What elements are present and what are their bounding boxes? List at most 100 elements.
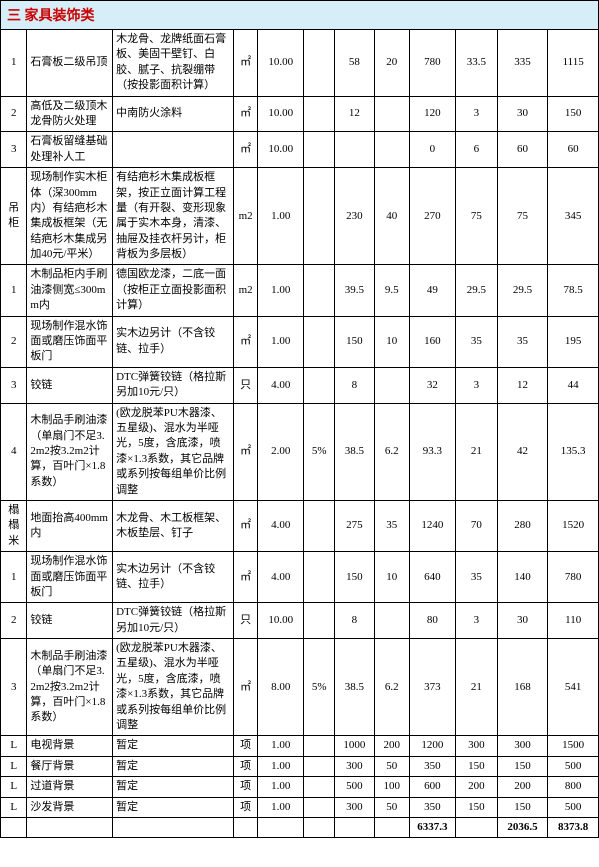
table-cell: ㎡ bbox=[234, 96, 258, 132]
totals-row: 6337.32036.58373.8 bbox=[1, 817, 599, 837]
table-cell: 暂定 bbox=[113, 797, 234, 817]
table-cell: 270 bbox=[409, 168, 455, 265]
table-cell: 1.00 bbox=[258, 265, 304, 316]
totals-cell bbox=[258, 817, 304, 837]
table-cell: 4 bbox=[1, 403, 27, 500]
table-cell: 60 bbox=[497, 132, 548, 168]
table-row: 2高低及二级顶木龙骨防火处理中南防火涂料㎡10.0012120330150 bbox=[1, 96, 599, 132]
table-cell: 39.5 bbox=[335, 265, 375, 316]
table-row: 2铰链DTC弹簧铰链（格拉斯另加10元/只）只10.00880330110 bbox=[1, 603, 599, 639]
table-cell: 1520 bbox=[548, 500, 599, 551]
table-cell: L bbox=[1, 736, 27, 756]
table-row: 2现场制作混水饰面或磨压饰面平板门实木边另计（不含铰链、拉手）㎡1.001501… bbox=[1, 316, 599, 367]
totals-cell bbox=[1, 817, 27, 837]
totals-cell bbox=[456, 817, 498, 837]
table-cell: 93.3 bbox=[409, 403, 455, 500]
table-cell: 1 bbox=[1, 30, 27, 97]
table-cell: ㎡ bbox=[234, 316, 258, 367]
table-cell: 1200 bbox=[409, 736, 455, 756]
table-cell: 49 bbox=[409, 265, 455, 316]
table-cell: 150 bbox=[456, 756, 498, 776]
table-cell: 10.00 bbox=[258, 603, 304, 639]
table-cell: 20 bbox=[374, 30, 409, 97]
table-cell: 暂定 bbox=[113, 736, 234, 756]
table-cell: 铰链 bbox=[27, 367, 113, 403]
table-cell: 榻榻米 bbox=[1, 500, 27, 551]
table-row: L沙发背景暂定项1.0030050350150150500 bbox=[1, 797, 599, 817]
table-cell: 1500 bbox=[548, 736, 599, 756]
table-cell: 10.00 bbox=[258, 96, 304, 132]
totals-cell: 6337.3 bbox=[409, 817, 455, 837]
table-cell: 75 bbox=[497, 168, 548, 265]
table-cell bbox=[374, 96, 409, 132]
table-cell: 1.00 bbox=[258, 316, 304, 367]
table-row: 4木制品手刷油漆（单扇门不足3.2m2按3.2m2计算，百叶门×1.8系数）(欧… bbox=[1, 403, 599, 500]
table-cell bbox=[304, 552, 335, 603]
table-cell: 吊柜 bbox=[1, 168, 27, 265]
table-cell: 4.00 bbox=[258, 500, 304, 551]
table-cell: 38.5 bbox=[335, 639, 375, 736]
table-cell: ㎡ bbox=[234, 403, 258, 500]
table-cell: 21 bbox=[456, 403, 498, 500]
table-cell bbox=[304, 756, 335, 776]
table-cell bbox=[304, 367, 335, 403]
table-cell: 1.00 bbox=[258, 756, 304, 776]
table-cell: 38.5 bbox=[335, 403, 375, 500]
table-cell: 350 bbox=[409, 756, 455, 776]
totals-cell bbox=[335, 817, 375, 837]
table-cell: 60 bbox=[548, 132, 599, 168]
table-cell: 1.00 bbox=[258, 797, 304, 817]
table-cell: 木龙骨、木工板框架、木板垫层、钉子 bbox=[113, 500, 234, 551]
table-cell: 80 bbox=[409, 603, 455, 639]
table-cell: 1 bbox=[1, 552, 27, 603]
table-cell: 300 bbox=[335, 756, 375, 776]
table-cell bbox=[335, 132, 375, 168]
table-cell: 餐厅背景 bbox=[27, 756, 113, 776]
table-cell: 500 bbox=[335, 777, 375, 797]
table-cell: (欧龙脱苯PU木器漆、五星级)、混水为半哑光，5度，含底漆，喷漆×1.3系数，其… bbox=[113, 403, 234, 500]
table-cell: 150 bbox=[497, 797, 548, 817]
table-cell: 10 bbox=[374, 552, 409, 603]
table-cell: 350 bbox=[409, 797, 455, 817]
table-cell: 实木边另计（不含铰链、拉手） bbox=[113, 552, 234, 603]
table-cell: 3 bbox=[456, 367, 498, 403]
table-cell: 280 bbox=[497, 500, 548, 551]
table-cell: 现场制作混水饰面或磨压饰面平板门 bbox=[27, 552, 113, 603]
table-cell: 50 bbox=[374, 797, 409, 817]
table-cell: 10.00 bbox=[258, 30, 304, 97]
table-cell: 120 bbox=[409, 96, 455, 132]
furniture-table: 1石膏板二级吊顶木龙骨、龙牌纸面石膏板、美固干壁钉、白胶、腻子、抗裂绷带（按投影… bbox=[0, 29, 599, 838]
table-cell: 335 bbox=[497, 30, 548, 97]
table-cell: 项 bbox=[234, 756, 258, 776]
table-cell bbox=[304, 797, 335, 817]
table-cell: 1.00 bbox=[258, 168, 304, 265]
table-cell: 1240 bbox=[409, 500, 455, 551]
table-cell: 现场制作混水饰面或磨压饰面平板门 bbox=[27, 316, 113, 367]
table-cell: 1.00 bbox=[258, 777, 304, 797]
table-cell: 8 bbox=[335, 603, 375, 639]
table-cell: 70 bbox=[456, 500, 498, 551]
table-cell: 2 bbox=[1, 316, 27, 367]
table-cell: 3 bbox=[1, 639, 27, 736]
table-cell: 35 bbox=[374, 500, 409, 551]
table-cell bbox=[304, 132, 335, 168]
totals-cell bbox=[113, 817, 234, 837]
table-cell: 8.00 bbox=[258, 639, 304, 736]
table-cell: 6.2 bbox=[374, 639, 409, 736]
table-cell: 150 bbox=[335, 316, 375, 367]
table-cell bbox=[304, 96, 335, 132]
table-cell: 42 bbox=[497, 403, 548, 500]
table-cell: 1.00 bbox=[258, 736, 304, 756]
table-cell: (欧龙脱苯PU木器漆、五星级)、混水为半哑光，5度，含底漆，喷漆×1.3系数，其… bbox=[113, 639, 234, 736]
table-cell: 75 bbox=[456, 168, 498, 265]
table-cell: 300 bbox=[335, 797, 375, 817]
table-cell: 30 bbox=[497, 96, 548, 132]
table-cell: 5% bbox=[304, 639, 335, 736]
table-cell: 木制品手刷油漆（单扇门不足3.2m2按3.2m2计算，百叶门×1.8系数） bbox=[27, 403, 113, 500]
table-cell: 150 bbox=[335, 552, 375, 603]
table-cell bbox=[304, 168, 335, 265]
table-cell: 4.00 bbox=[258, 552, 304, 603]
table-cell: 只 bbox=[234, 603, 258, 639]
table-cell: 140 bbox=[497, 552, 548, 603]
table-cell bbox=[304, 500, 335, 551]
